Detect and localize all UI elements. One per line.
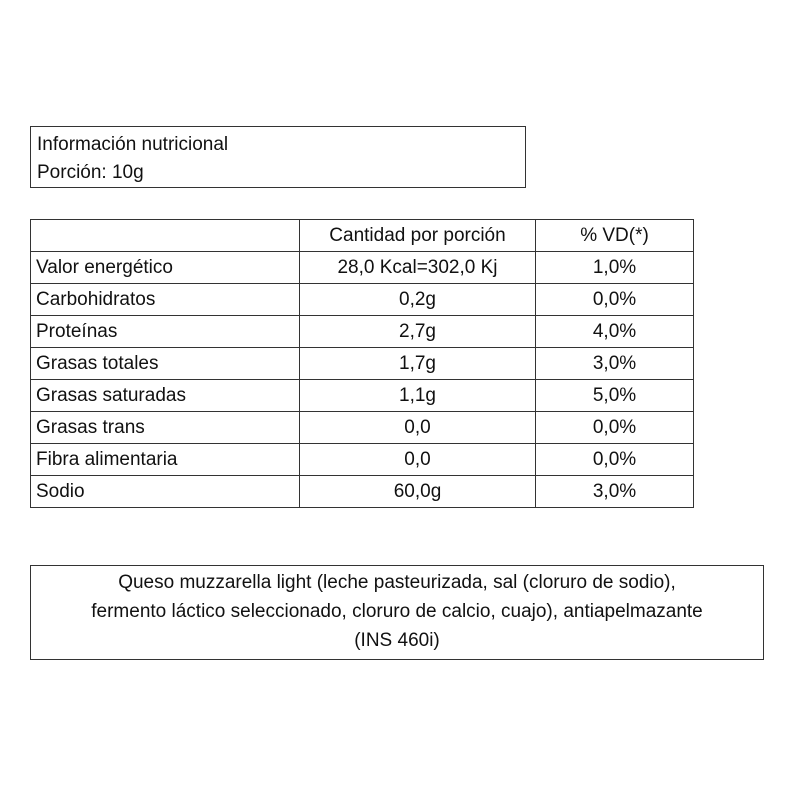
table-row: Grasas totales 1,7g 3,0% (30, 347, 694, 380)
nutrient-amount: 0,0 (299, 443, 536, 476)
nutrient-amount: 0,2g (299, 283, 536, 316)
nutrient-vd: 0,0% (535, 411, 694, 444)
header-cell-amount: Cantidad por porción (299, 219, 536, 252)
nutrient-vd: 0,0% (535, 443, 694, 476)
table-row: Valor energético 28,0 Kcal=302,0 Kj 1,0% (30, 251, 694, 284)
nutrient-vd: 5,0% (535, 379, 694, 412)
nutrient-vd: 0,0% (535, 283, 694, 316)
nutrient-amount: 28,0 Kcal=302,0 Kj (299, 251, 536, 284)
nutrient-name: Proteínas (30, 315, 300, 348)
ingredients-line: fermento láctico seleccionado, cloruro d… (91, 601, 703, 622)
nutrient-amount: 1,7g (299, 347, 536, 380)
nutrient-vd: 4,0% (535, 315, 694, 348)
table-row: Grasas trans 0,0 0,0% (30, 411, 694, 444)
nutrient-vd: 1,0% (535, 251, 694, 284)
nutrition-table: Cantidad por porción % VD(*) Valor energ… (30, 219, 694, 508)
nutrient-name: Carbohidratos (30, 283, 300, 316)
table-row: Fibra alimentaria 0,0 0,0% (30, 443, 694, 476)
ingredients-line: (INS 460i) (354, 630, 440, 651)
table-row: Carbohidratos 0,2g 0,0% (30, 283, 694, 316)
nutrition-title: Información nutricional (37, 134, 229, 155)
nutrient-name: Sodio (30, 475, 300, 508)
table-row: Sodio 60,0g 3,0% (30, 475, 694, 508)
table-row: Grasas saturadas 1,1g 5,0% (30, 379, 694, 412)
nutrient-amount: 1,1g (299, 379, 536, 412)
portion-size: Porción: 10g (37, 162, 144, 183)
ingredients-line: Queso muzzarella light (leche pasteuriza… (118, 572, 676, 593)
nutrient-name: Grasas trans (30, 411, 300, 444)
nutrient-amount: 0,0 (299, 411, 536, 444)
nutrient-name: Grasas totales (30, 347, 300, 380)
nutrient-name: Grasas saturadas (30, 379, 300, 412)
nutrient-vd: 3,0% (535, 347, 694, 380)
nutrition-header-box: Información nutricional Porción: 10g (30, 126, 526, 188)
nutrient-amount: 60,0g (299, 475, 536, 508)
header-cell-nutrient (30, 219, 300, 252)
header-cell-vd: % VD(*) (535, 219, 694, 252)
table-row: Proteínas 2,7g 4,0% (30, 315, 694, 348)
nutrient-vd: 3,0% (535, 475, 694, 508)
table-header-row: Cantidad por porción % VD(*) (30, 219, 694, 252)
nutrient-name: Valor energético (30, 251, 300, 284)
nutrient-name: Fibra alimentaria (30, 443, 300, 476)
nutrient-amount: 2,7g (299, 315, 536, 348)
ingredients-box: Queso muzzarella light (leche pasteuriza… (30, 565, 764, 660)
